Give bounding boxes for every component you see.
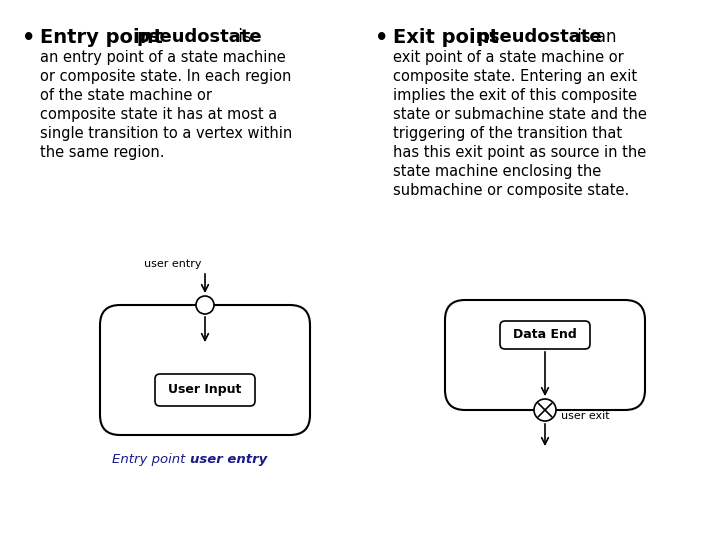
Text: the same region.: the same region. — [40, 145, 164, 160]
Text: pseudostate: pseudostate — [137, 28, 263, 46]
Text: triggering of the transition that: triggering of the transition that — [393, 126, 622, 141]
FancyBboxPatch shape — [155, 374, 255, 406]
Text: composite state it has at most a: composite state it has at most a — [40, 107, 277, 122]
Text: of the state machine or: of the state machine or — [40, 88, 212, 103]
Text: exit point of a state machine or: exit point of a state machine or — [393, 50, 624, 65]
Circle shape — [534, 399, 556, 421]
FancyBboxPatch shape — [100, 305, 310, 435]
Text: or composite state. In each region: or composite state. In each region — [40, 69, 292, 84]
Text: user entry: user entry — [143, 259, 201, 269]
FancyBboxPatch shape — [500, 321, 590, 349]
Text: single transition to a vertex within: single transition to a vertex within — [40, 126, 292, 141]
Text: has this exit point as source in the: has this exit point as source in the — [393, 145, 647, 160]
FancyBboxPatch shape — [445, 300, 645, 410]
Text: Exit point: Exit point — [393, 28, 505, 47]
Text: Data End: Data End — [513, 328, 577, 341]
Text: Entry point: Entry point — [40, 28, 170, 47]
Text: state or submachine state and the: state or submachine state and the — [393, 107, 647, 122]
Text: •: • — [22, 28, 35, 48]
Text: is an: is an — [572, 28, 616, 46]
Text: •: • — [375, 28, 388, 48]
Text: pseudostate: pseudostate — [476, 28, 602, 46]
Text: user exit: user exit — [561, 411, 610, 421]
Text: composite state. Entering an exit: composite state. Entering an exit — [393, 69, 637, 84]
Text: User Input: User Input — [168, 383, 242, 396]
Circle shape — [196, 296, 214, 314]
Text: is: is — [233, 28, 251, 46]
Text: an entry point of a state machine: an entry point of a state machine — [40, 50, 286, 65]
Text: implies the exit of this composite: implies the exit of this composite — [393, 88, 637, 103]
Text: user entry: user entry — [190, 453, 267, 466]
Text: Entry point: Entry point — [112, 453, 190, 466]
Text: state machine enclosing the: state machine enclosing the — [393, 164, 601, 179]
Text: submachine or composite state.: submachine or composite state. — [393, 183, 629, 198]
